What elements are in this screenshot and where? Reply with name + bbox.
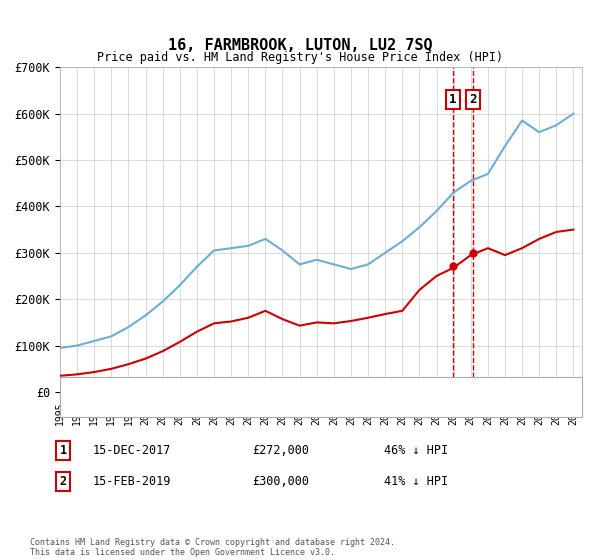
Text: HPI: Average price, detached house, Central Bedfordshire: HPI: Average price, detached house, Cent… — [102, 402, 452, 412]
Text: 1: 1 — [449, 93, 457, 106]
Text: Contains HM Land Registry data © Crown copyright and database right 2024.
This d: Contains HM Land Registry data © Crown c… — [30, 538, 395, 557]
Text: £272,000: £272,000 — [252, 444, 309, 458]
Text: ——: —— — [72, 400, 89, 414]
Text: 2: 2 — [469, 93, 476, 106]
Text: ——: —— — [72, 381, 89, 395]
Text: 15-DEC-2017: 15-DEC-2017 — [93, 444, 172, 458]
Text: 16, FARMBROOK, LUTON, LU2 7SQ (detached house): 16, FARMBROOK, LUTON, LU2 7SQ (detached … — [102, 383, 389, 393]
Text: 1: 1 — [59, 444, 67, 458]
Text: 2: 2 — [59, 475, 67, 488]
Text: Price paid vs. HM Land Registry's House Price Index (HPI): Price paid vs. HM Land Registry's House … — [97, 52, 503, 64]
Text: 16, FARMBROOK, LUTON, LU2 7SQ: 16, FARMBROOK, LUTON, LU2 7SQ — [167, 38, 433, 53]
Text: 46% ↓ HPI: 46% ↓ HPI — [384, 444, 448, 458]
Text: £300,000: £300,000 — [252, 475, 309, 488]
Text: 41% ↓ HPI: 41% ↓ HPI — [384, 475, 448, 488]
Text: 15-FEB-2019: 15-FEB-2019 — [93, 475, 172, 488]
